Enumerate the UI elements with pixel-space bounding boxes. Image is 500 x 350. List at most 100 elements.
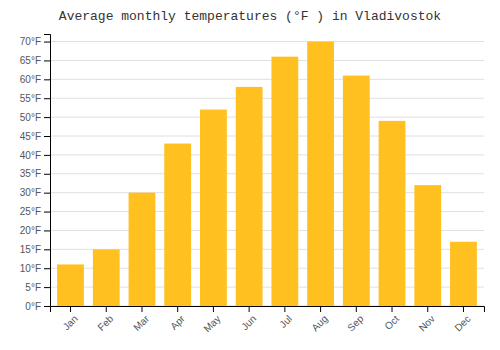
y-tick: 35°F xyxy=(20,168,50,179)
y-tick-label: 15°F xyxy=(20,244,41,255)
chart: 0°F 5°F 10°F 15°F 20°F 25°F 30°F 35°F 40°F 45°F 50… xyxy=(0,0,500,350)
y-tick: 60°F xyxy=(20,74,50,85)
y-tick-label: 25°F xyxy=(20,206,41,217)
y-tick: 40°F xyxy=(20,150,50,161)
x-tick: Oct xyxy=(382,306,401,332)
x-tick-label: Nov xyxy=(417,313,437,333)
x-tick-label: Jul xyxy=(277,313,294,330)
x-tick-label: Oct xyxy=(382,313,401,332)
y-tick-label: 35°F xyxy=(20,168,41,179)
x-tick-mark xyxy=(463,306,464,312)
bar xyxy=(271,57,298,306)
y-tick-mark xyxy=(44,136,50,137)
x-tick: Nov xyxy=(417,306,437,333)
grid xyxy=(50,42,484,306)
grid-line xyxy=(50,60,484,61)
bar xyxy=(200,110,227,306)
x-tick: Aug xyxy=(309,306,329,333)
y-tick-mark xyxy=(44,42,50,43)
y-tick: 20°F xyxy=(20,225,50,236)
y-axis-line xyxy=(44,35,51,307)
y-tick-label: 45°F xyxy=(20,131,41,142)
y-tick: 45°F xyxy=(20,131,50,142)
x-axis: Jan Feb Mar Apr May Jun Jul Aug Sep Oct Nov Dec xyxy=(51,306,485,334)
bar xyxy=(307,42,334,306)
x-tick-label: May xyxy=(201,313,222,334)
y-tick: 30°F xyxy=(20,187,50,198)
y-tick: 15°F xyxy=(20,244,50,255)
y-tick: 65°F xyxy=(20,55,50,66)
y-axis: 0°F 5°F 10°F 15°F 20°F 25°F 30°F 35°F 40°F 45°F 50… xyxy=(20,35,51,312)
bar xyxy=(450,242,477,306)
x-tick-label: Aug xyxy=(309,313,329,333)
x-tick-mark xyxy=(141,306,142,312)
y-tick-mark xyxy=(44,249,50,250)
y-tick-mark xyxy=(44,193,50,194)
y-tick-label: 0°F xyxy=(25,301,41,312)
y-tick-mark xyxy=(44,268,50,269)
x-tick-mark xyxy=(249,306,250,312)
y-tick: 70°F xyxy=(20,36,50,47)
x-tick-label: Sep xyxy=(345,313,366,334)
y-tick: 25°F xyxy=(20,206,50,217)
y-tick-label: 50°F xyxy=(20,112,41,123)
x-tick-mark xyxy=(70,306,71,312)
y-tick-mark xyxy=(44,212,50,213)
y-tick-mark xyxy=(44,98,50,99)
x-tick: Jan xyxy=(61,306,80,332)
title: Average monthly temperatures (°F ) in Vl… xyxy=(59,9,441,24)
y-tick-label: 5°F xyxy=(25,282,41,293)
x-tick-mark xyxy=(284,306,285,312)
grid-line xyxy=(50,173,484,174)
bar xyxy=(414,185,441,306)
x-tick: Dec xyxy=(452,306,472,333)
y-tick-mark xyxy=(44,155,50,156)
bar xyxy=(343,76,370,306)
bar xyxy=(236,87,263,306)
x-axis-line xyxy=(51,307,485,313)
x-tick-mark xyxy=(392,306,393,312)
y-tick: 5°F xyxy=(25,282,50,293)
x-tick-label: Jun xyxy=(239,313,258,332)
grid-line xyxy=(50,117,484,118)
x-tick: Apr xyxy=(168,306,187,332)
y-tick-mark xyxy=(44,79,50,80)
bar xyxy=(93,249,120,306)
y-tick: 55°F xyxy=(20,93,50,104)
bar xyxy=(164,144,191,306)
grid-line xyxy=(50,136,484,137)
grid-line xyxy=(50,98,484,99)
x-tick-mark xyxy=(106,306,107,312)
y-tick-mark xyxy=(44,287,50,288)
x-tick-mark xyxy=(213,306,214,312)
x-tick: Feb xyxy=(95,306,115,333)
y-tick-label: 10°F xyxy=(20,263,41,274)
y-tick: 10°F xyxy=(20,263,50,274)
y-tick-label: 20°F xyxy=(20,225,41,236)
grid-line xyxy=(50,154,484,155)
x-tick-label: Feb xyxy=(95,313,115,333)
y-tick-label: 55°F xyxy=(20,93,41,104)
grid-line xyxy=(50,79,484,80)
x-tick: May xyxy=(201,306,222,334)
x-tick: Mar xyxy=(131,306,151,333)
x-tick-mark xyxy=(177,306,178,312)
grid-line xyxy=(50,41,484,42)
x-tick-mark xyxy=(356,306,357,312)
bar xyxy=(379,121,406,306)
y-tick: 0°F xyxy=(25,301,50,312)
y-tick-mark xyxy=(44,60,50,61)
y-tick-label: 60°F xyxy=(20,74,41,85)
bar xyxy=(57,264,84,306)
x-tick-label: Jan xyxy=(61,313,80,332)
x-tick-label: Apr xyxy=(168,313,187,332)
x-tick-label: Dec xyxy=(452,313,472,333)
x-tick-label: Mar xyxy=(131,313,151,333)
y-tick-label: 70°F xyxy=(20,36,41,47)
y-tick: 50°F xyxy=(20,112,50,123)
x-tick-mark xyxy=(320,306,321,312)
bar xyxy=(129,193,156,306)
x-tick: Jul xyxy=(277,306,294,330)
plot: 0°F 5°F 10°F 15°F 20°F 25°F 30°F 35°F 40°F 45°F 50… xyxy=(20,35,485,335)
bars xyxy=(57,42,477,306)
